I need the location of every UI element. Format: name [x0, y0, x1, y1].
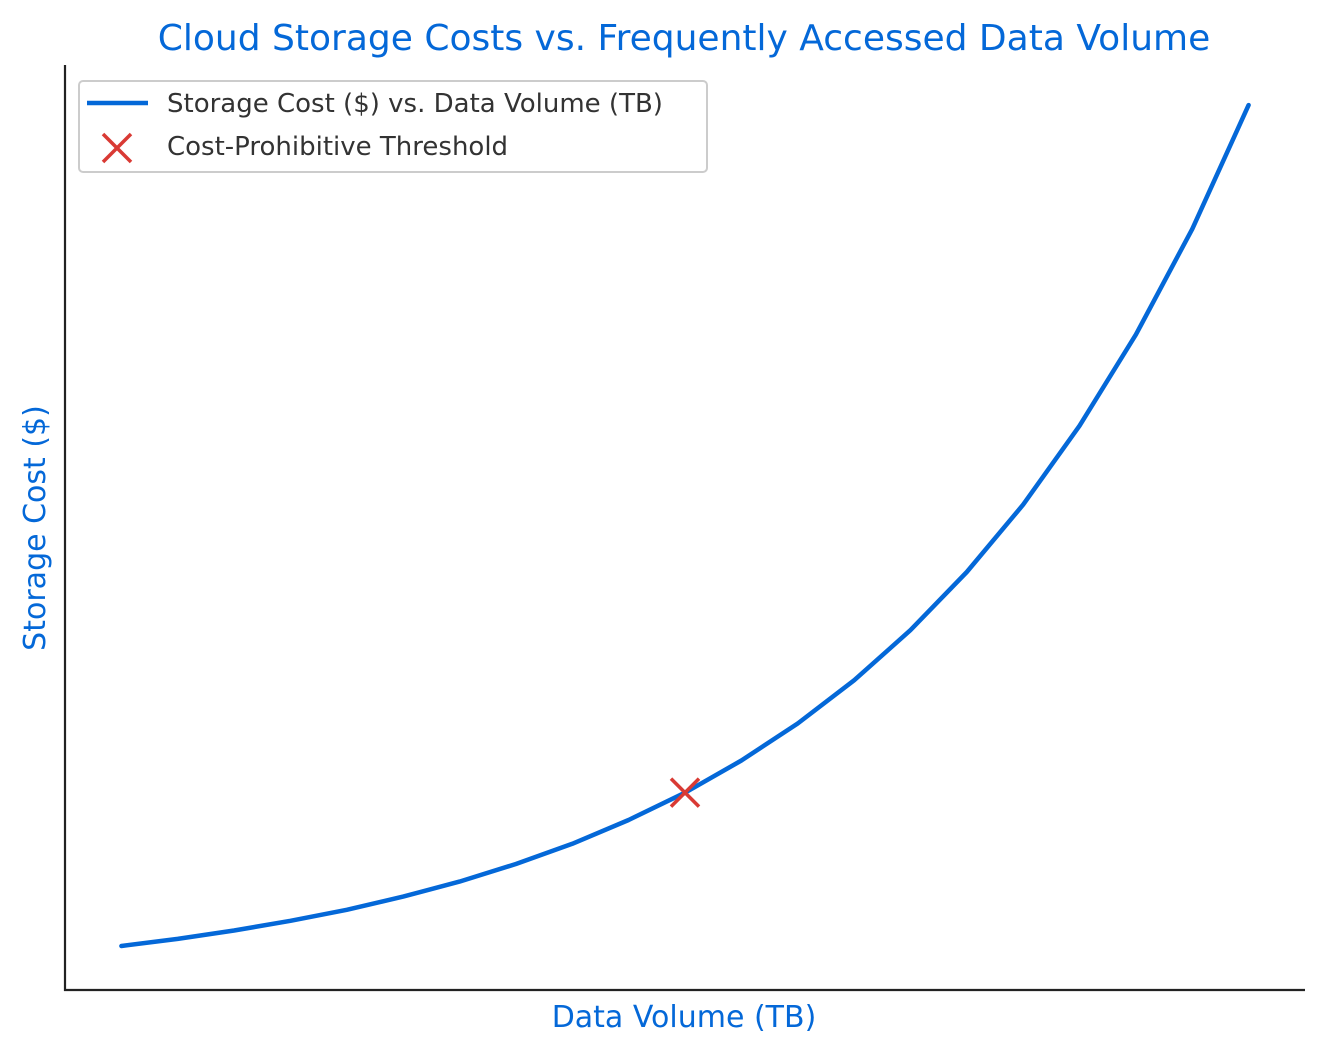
- legend-x-marker: [101, 132, 133, 164]
- legend: Storage Cost ($) vs. Data Volume (TB) Co…: [78, 80, 708, 173]
- legend-label-threshold: Cost-Prohibitive Threshold: [167, 132, 508, 162]
- threshold-x-marker: [669, 777, 701, 808]
- x-axis-label: Data Volume (TB): [552, 1000, 817, 1035]
- plot-area: [119, 102, 1251, 949]
- legend-box: [78, 80, 708, 173]
- series-line-storage-cost: [119, 102, 1251, 949]
- y-axis-label: Storage Cost ($): [18, 405, 53, 651]
- chart-title: Cloud Storage Costs vs. Frequently Acces…: [158, 18, 1210, 59]
- legend-label-cost: Storage Cost ($) vs. Data Volume (TB): [167, 89, 663, 119]
